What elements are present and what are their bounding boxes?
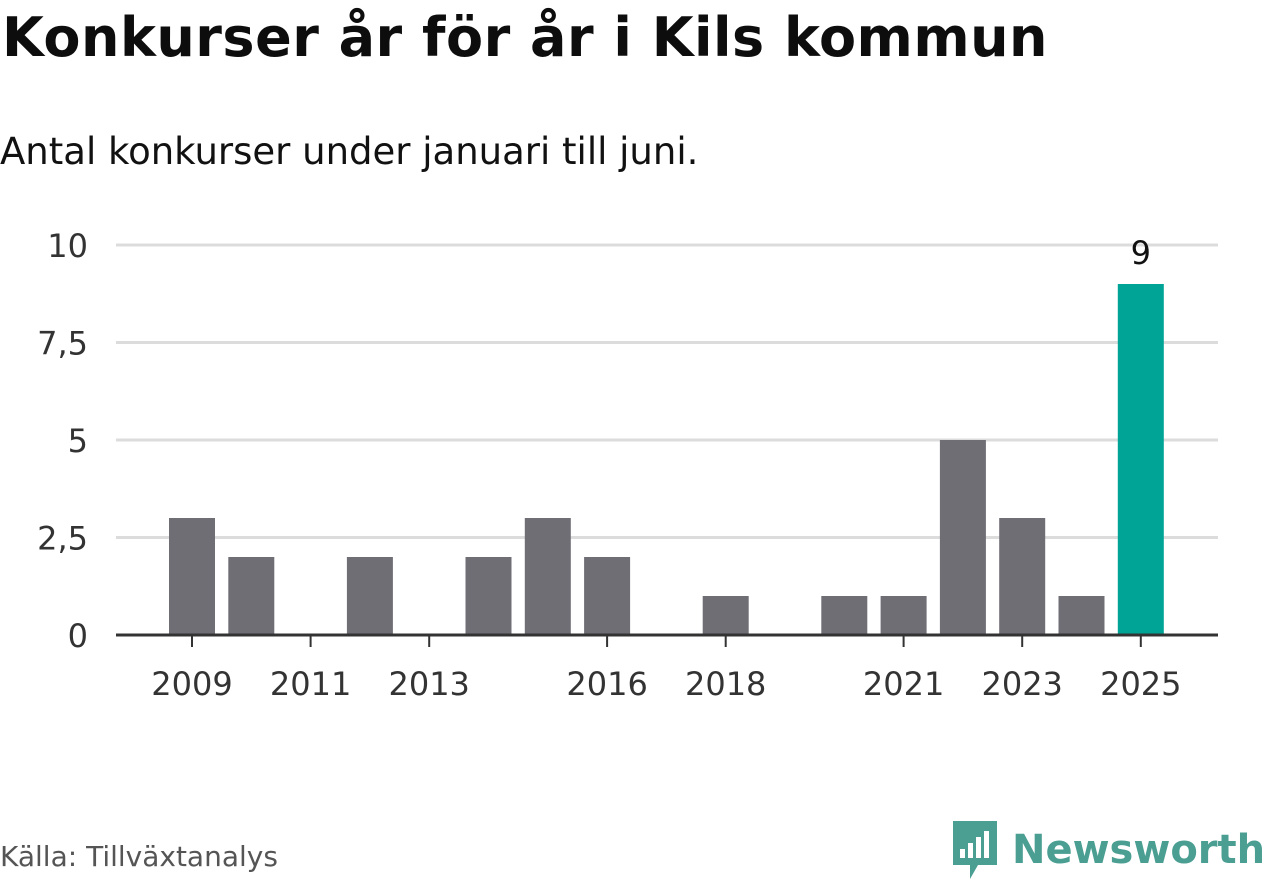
bar-2012: [346, 557, 393, 635]
bar-2016: [584, 557, 631, 635]
source-note: Källa: Tillväxtanalys: [0, 840, 278, 873]
bar-2010: [228, 557, 275, 635]
x-tick-label: 2023: [981, 665, 1062, 703]
y-tick-label: 10: [47, 227, 88, 265]
y-tick-label: 5: [68, 422, 88, 460]
bar-2025: [1117, 284, 1164, 635]
bar-2020: [821, 596, 868, 635]
y-tick-label: 2,5: [37, 520, 88, 558]
x-tick-label: 2009: [151, 665, 232, 703]
chart-title: Konkurser år för år i Kils kommun: [2, 6, 1048, 69]
bar-2022: [939, 440, 986, 635]
x-tick-label: 2025: [1100, 665, 1181, 703]
newsworthy-logo-icon: [953, 821, 997, 879]
x-tick-label: 2011: [270, 665, 351, 703]
bars: [169, 284, 1164, 635]
brand-name: Newsworthy: [1012, 827, 1262, 873]
grid-lines: [116, 243, 1218, 539]
bar-2023: [999, 518, 1046, 635]
x-tick-label: 2016: [566, 665, 647, 703]
tick-labels: 0 2,5 5 7,5 10 2009 2011 2013 2016 2018 2021 2023 20…: [37, 227, 1181, 703]
y-tick-label: 7,5: [37, 325, 88, 363]
bar-2021: [880, 596, 927, 635]
chart-subtitle: Antal konkurser under januari till juni.: [0, 130, 699, 173]
x-tick-label: 2021: [863, 665, 944, 703]
x-tick-label: 2013: [388, 665, 469, 703]
bar-2014: [465, 557, 512, 635]
x-tick-label: 2018: [685, 665, 766, 703]
bar-2024: [1058, 596, 1105, 635]
axes: [116, 633, 1218, 647]
data-label-2025: 9: [1131, 234, 1151, 272]
y-tick-label: 0: [68, 617, 88, 655]
bar-2009: [169, 518, 215, 635]
bar-2015: [524, 518, 571, 635]
brand-logo: Newsworthy: [950, 819, 1262, 881]
bar-2018: [702, 596, 749, 635]
